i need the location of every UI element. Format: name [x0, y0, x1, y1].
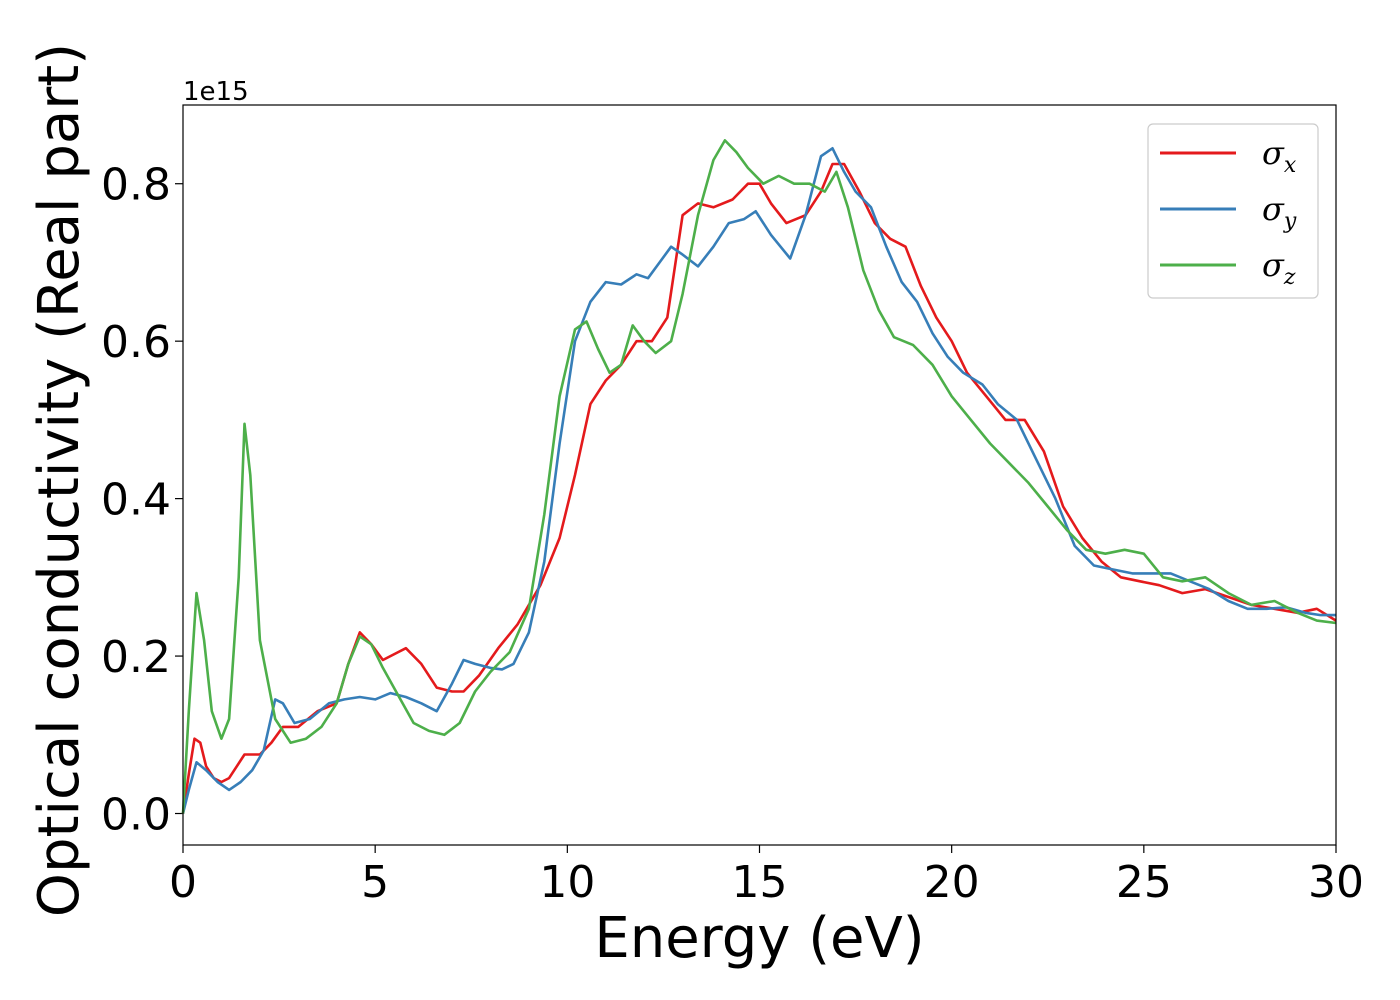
x-tick-label: 5 — [361, 857, 389, 908]
x-tick-label: 10 — [539, 857, 595, 908]
series-line-x — [181, 162, 1337, 814]
legend-label-z: σz — [1262, 246, 1296, 290]
y-axis-title: Optical conductivity (Real part) — [27, 43, 92, 917]
x-tick-label: 0 — [169, 857, 197, 908]
x-tick-label: 15 — [732, 857, 788, 908]
x-tick-label: 30 — [1308, 857, 1364, 908]
legend-box — [1147, 123, 1319, 299]
y-tick-label: 0.6 — [101, 317, 171, 368]
y-tick-label: 0.2 — [101, 632, 171, 683]
y-tick-label: 0.8 — [101, 160, 171, 211]
series-lines — [181, 139, 1337, 814]
legend: σx σy σz — [1147, 123, 1319, 299]
series-line-z — [181, 139, 1337, 814]
x-axis-title: Energy (eV) — [594, 906, 924, 971]
axis-ticks: 0 5 10 15 20 25 30 0.0 0.2 0.4 0.6 0.8 — [101, 160, 1364, 908]
x-tick-label: 25 — [1116, 857, 1172, 908]
y-offset-label: 1e15 — [183, 77, 249, 107]
plot-frame — [182, 104, 1337, 846]
legend-label-y: σy — [1262, 190, 1297, 234]
legend-label-x: σx — [1262, 134, 1297, 178]
y-tick-label: 0.4 — [101, 475, 171, 526]
x-tick-label: 20 — [924, 857, 980, 908]
y-tick-label: 0.0 — [101, 790, 171, 841]
